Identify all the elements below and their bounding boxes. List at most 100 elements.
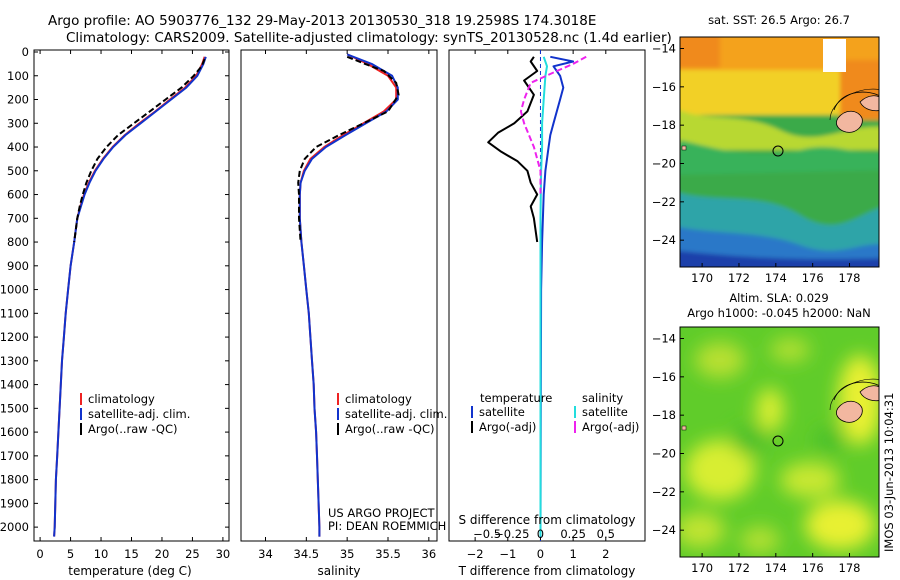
salinity-series [297, 53, 400, 537]
difference-axes-frame [448, 49, 646, 542]
s-tick-label: 0 [537, 527, 544, 541]
lon-tick-label: 172 [728, 271, 750, 285]
depth-tick-label: 1100 [0, 306, 29, 320]
s-difference-tick-labels: −0.5−0.25 0 0.25 0.5 [473, 527, 615, 541]
difference-panel: −2 −1 0 1 2 T difference from climatology S … [448, 49, 646, 578]
legend-title-salinity: salinity [582, 391, 623, 405]
x-tick-label: 10 [94, 547, 109, 561]
lon-tick-label: 174 [765, 271, 787, 285]
header-line-1: Argo profile: AO 5903776_132 29-May-2013… [48, 13, 596, 29]
series-line-s-argo-adj- [519, 55, 587, 195]
sla-title-line-2: Argo h1000: -0.045 h2000: NaN [687, 306, 871, 320]
depth-tick-label: 300 [7, 116, 29, 130]
sla-map-frame [679, 326, 880, 558]
depth-tick-label: 200 [7, 93, 29, 107]
lon-tick-label: 172 [728, 561, 750, 575]
difference-legend: temperature salinity satellite Argo(-adj… [471, 391, 639, 434]
x-tick-label: 34 [258, 547, 273, 561]
x-tick-label: 36 [422, 547, 437, 561]
x-tick-label: −1 [499, 547, 516, 561]
island [859, 95, 879, 112]
lat-tick-label: −18 [652, 118, 676, 132]
sla-title-line-1: Altim. SLA: 0.029 [729, 291, 828, 305]
legend-label-t-argo: Argo(-adj) [479, 420, 536, 434]
no-data-patch [823, 39, 846, 72]
series-line-s-satellite [539, 56, 548, 537]
x-tick-label: 34.5 [294, 547, 320, 561]
depth-tick-label: 600 [7, 188, 29, 202]
lon-tick-label: 176 [802, 271, 824, 285]
depth-tick-label: 100 [7, 69, 29, 83]
lat-tick-label: −24 [652, 523, 676, 537]
depth-tick-label: 1000 [0, 283, 29, 297]
depth-tick-label: 1600 [0, 425, 29, 439]
temperature-panel: 0100200300400500600700800900100011001200… [0, 45, 645, 578]
sst-lat-ticks: −14 −16 −18 −20 −22 −24 [652, 42, 684, 247]
fiji-island [836, 110, 863, 133]
argo-location-marker [772, 435, 784, 447]
x-tick-label: 2 [602, 547, 609, 561]
sla-lat-ticks: −14 −16 −18 −20 −22 −24 [652, 332, 684, 537]
s-difference-label: S difference from climatology [459, 513, 636, 527]
salinity-legend: climatology satellite-adj. clim. Argo(..… [337, 392, 447, 436]
island [859, 385, 879, 402]
lat-tick-label: −16 [652, 370, 676, 384]
s-tick-label: −0.25 [494, 527, 529, 541]
x-tick-label: 5 [67, 547, 74, 561]
depth-tick-label: 900 [7, 259, 29, 273]
x-tick-label: 35 [340, 547, 355, 561]
x-tick-label: 1 [569, 547, 576, 561]
temperature-axes-frame [33, 49, 230, 542]
s-tick-label: 0.5 [597, 527, 615, 541]
lat-tick-label: −14 [652, 332, 676, 346]
sst-map-title: sat. SST: 26.5 Argo: 26.7 [708, 13, 850, 27]
s-tick-label: −0.5 [473, 527, 501, 541]
series-line-argo-raw-qc- [297, 55, 400, 243]
depth-tick-label: 400 [7, 140, 29, 154]
legend-label-s-satellite: satellite [582, 405, 628, 419]
temperature-x-label: temperature (deg C) [68, 564, 191, 578]
legend-label-climatology: climatology [345, 392, 412, 406]
lon-tick-label: 170 [691, 561, 713, 575]
sst-lon-ticks: 170 172 174 176 178 [691, 263, 860, 285]
lat-tick-label: −14 [652, 42, 676, 56]
series-line-argo-raw-qc- [73, 58, 206, 243]
lat-tick-label: −18 [652, 408, 676, 422]
lat-tick-label: −22 [652, 485, 676, 499]
project-annotation: US ARGO PROJECT [328, 506, 436, 520]
t-difference-x-label: T difference from climatology [458, 564, 636, 578]
salinity-axes-frame [240, 49, 438, 542]
lat-tick-label: −20 [652, 447, 676, 461]
depth-tick-label: 2000 [0, 520, 29, 534]
lon-tick-label: 178 [839, 271, 861, 285]
sst-map-frame [679, 36, 880, 268]
x-tick-label: 20 [155, 547, 170, 561]
legend-label-satellite: satellite-adj. clim. [345, 407, 447, 421]
depth-tick-label: 1800 [0, 473, 29, 487]
argo-location-marker [772, 145, 784, 157]
lat-tick-label: −24 [652, 233, 676, 247]
x-tick-label: 30 [216, 547, 231, 561]
x-tick-label: −2 [467, 547, 484, 561]
lat-tick-label: −22 [652, 195, 676, 209]
salinity-panel: 34 34.5 35 35.5 36 salinity climatology sate… [240, 49, 447, 578]
depth-tick-label: 1700 [0, 449, 29, 463]
temperature-x-ticks: 0 5 10 15 20 25 30 [36, 50, 230, 561]
x-tick-label: 35.5 [375, 547, 401, 561]
lat-tick-label: −20 [652, 157, 676, 171]
sst-map-panel: sat. SST: 26.5 Argo: 26.7 [652, 13, 880, 285]
legend-title-temperature: temperature [480, 391, 552, 405]
legend-label-s-argo: Argo(-adj) [582, 420, 639, 434]
fiji-island [836, 400, 863, 423]
header-line-2: Climatology: CARS2009. Satellite-adjuste… [66, 30, 672, 46]
lon-tick-label: 174 [765, 561, 787, 575]
depth-tick-label: 1300 [0, 354, 29, 368]
temperature-series [53, 56, 207, 537]
pi-annotation: PI: DEAN ROEMMICH [328, 519, 446, 533]
salinity-x-label: salinity [317, 564, 360, 578]
legend-label-t-satellite: satellite [479, 405, 525, 419]
salinity-x-ticks: 34 34.5 35 35.5 36 [258, 50, 436, 561]
sla-heatmap [680, 327, 879, 557]
depth-tick-label: 0 [22, 45, 29, 59]
